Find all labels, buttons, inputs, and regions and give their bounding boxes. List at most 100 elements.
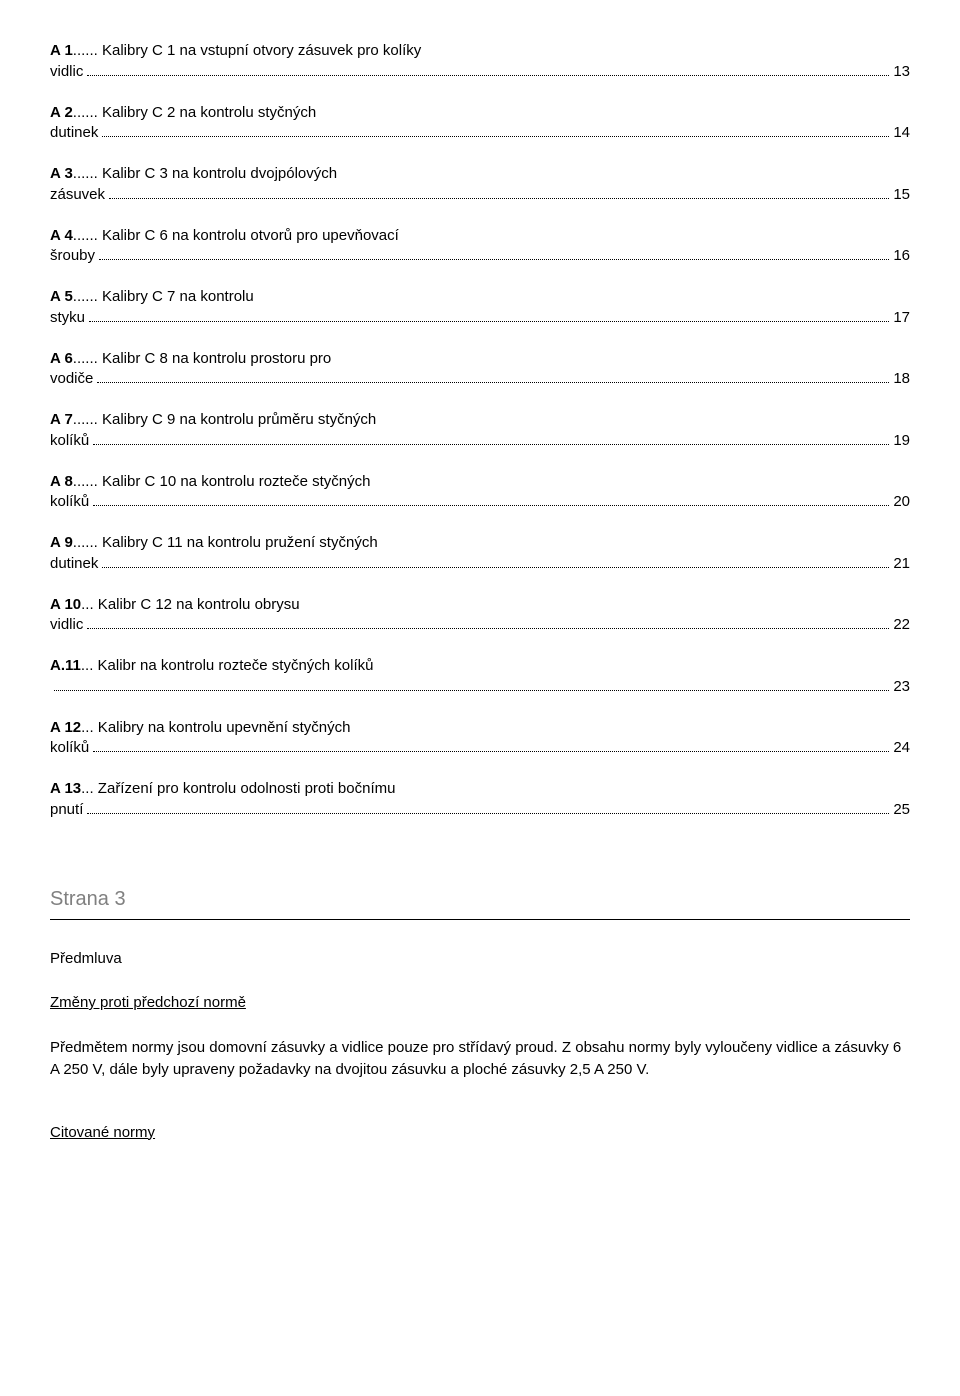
toc-entry-continuation: šrouby [50,247,95,264]
toc-entry-leader-line: pnutí 25 [50,801,910,818]
toc-entry-title: A 4...... Kalibr C 6 na kontrolu otvorů … [50,225,910,248]
toc-entry-text: ...... Kalibry C 9 na kontrolu průměru s… [73,411,376,428]
toc-entry: A 5...... Kalibry C 7 na kontrolustyku 1… [50,286,910,326]
toc-entry-title: A 10... Kalibr C 12 na kontrolu obrysu [50,594,910,617]
toc-entry-title: A 7...... Kalibry C 9 na kontrolu průměr… [50,409,910,432]
toc-entry-leader-line: 23 [50,678,910,695]
toc-entry-page: 16 [893,247,910,264]
toc-leader-dots [99,247,889,260]
toc-entry-continuation: styku [50,309,85,326]
toc-leader-dots [87,616,889,629]
toc-entry-label: A 8 [50,473,73,490]
toc-entry-label: A.11 [50,657,81,674]
toc-entry-continuation: zásuvek [50,186,105,203]
toc-leader-dots [102,555,889,568]
toc-entry-continuation: kolíků [50,493,89,510]
toc-entry-text: ... Kalibr na kontrolu rozteče styčných … [81,657,374,674]
toc-entry-continuation: kolíků [50,432,89,449]
toc-entry-continuation: kolíků [50,739,89,756]
toc-leader-dots [109,186,889,199]
toc-entry-text: ...... Kalibr C 6 na kontrolu otvorů pro… [73,227,399,244]
table-of-contents: A 1...... Kalibry C 1 na vstupní otvory … [50,40,910,818]
toc-entry-title: A 2...... Kalibry C 2 na kontrolu styčný… [50,102,910,125]
toc-entry-label: A 12 [50,719,81,736]
toc-entry-label: A 4 [50,227,73,244]
toc-entry-leader-line: kolíků 19 [50,432,910,449]
toc-entry-page: 20 [893,493,910,510]
toc-entry: A 6...... Kalibr C 8 na kontrolu prostor… [50,348,910,388]
toc-entry-continuation: vidlic [50,63,83,80]
toc-entry-title: A.11... Kalibr na kontrolu rozteče styčn… [50,655,910,678]
toc-leader-dots [87,63,889,76]
toc-entry-title: A 9...... Kalibry C 11 na kontrolu pruže… [50,532,910,555]
toc-entry-label: A 10 [50,596,81,613]
toc-entry-text: ... Kalibr C 12 na kontrolu obrysu [81,596,299,613]
toc-entry-continuation: dutinek [50,555,98,572]
paragraph-zmeny-body: Předmětem normy jsou domovní zásuvky a v… [50,1037,910,1082]
toc-entry: A 2...... Kalibry C 2 na kontrolu styčný… [50,102,910,142]
toc-entry-label: A 9 [50,534,73,551]
toc-entry-leader-line: dutinek 21 [50,555,910,572]
toc-entry-leader-line: zásuvek 15 [50,186,910,203]
toc-entry-text: ...... Kalibr C 3 na kontrolu dvojpólový… [73,165,337,182]
toc-entry-label: A 6 [50,350,73,367]
toc-entry-text: ... Zařízení pro kontrolu odolnosti prot… [81,780,395,797]
toc-entry-text: ...... Kalibry C 11 na kontrolu pružení … [73,534,378,551]
toc-entry-continuation: dutinek [50,124,98,141]
toc-entry-leader-line: kolíků 24 [50,739,910,756]
page-label-strana-3: Strana 3 [50,888,910,911]
toc-leader-dots [93,432,889,445]
heading-citovane-normy: Citované normy [50,1122,910,1145]
heading-predmluva: Předmluva [50,948,910,971]
toc-entry: A 9...... Kalibry C 11 na kontrolu pruže… [50,532,910,572]
toc-entry: A 1...... Kalibry C 1 na vstupní otvory … [50,40,910,80]
toc-leader-dots [102,124,889,137]
toc-entry-title: A 3...... Kalibr C 3 na kontrolu dvojpól… [50,163,910,186]
toc-entry-page: 17 [893,309,910,326]
toc-entry-leader-line: vidlic 22 [50,616,910,633]
toc-entry-label: A 7 [50,411,73,428]
toc-entry-page: 21 [893,555,910,572]
toc-leader-dots [93,739,889,752]
toc-entry-page: 14 [893,124,910,141]
toc-entry-title: A 6...... Kalibr C 8 na kontrolu prostor… [50,348,910,371]
toc-entry-continuation: pnutí [50,801,83,818]
toc-entry-text: ...... Kalibry C 2 na kontrolu styčných [73,104,316,121]
toc-entry-continuation: vidlic [50,616,83,633]
toc-entry-leader-line: vidlic 13 [50,63,910,80]
toc-leader-dots [54,678,889,691]
toc-entry: A 8...... Kalibr C 10 na kontrolu rozteč… [50,471,910,511]
toc-entry-page: 23 [893,678,910,695]
toc-entry-page: 25 [893,801,910,818]
toc-entry-text: ...... Kalibry C 1 na vstupní otvory zás… [73,42,421,59]
toc-entry-page: 13 [893,63,910,80]
toc-entry-label: A 13 [50,780,81,797]
toc-leader-dots [89,309,889,322]
toc-entry-title: A 1...... Kalibry C 1 na vstupní otvory … [50,40,910,63]
toc-entry-page: 19 [893,432,910,449]
toc-entry-title: A 12... Kalibry na kontrolu upevnění sty… [50,717,910,740]
toc-entry-label: A 2 [50,104,73,121]
toc-entry-leader-line: vodiče 18 [50,370,910,387]
toc-entry-page: 18 [893,370,910,387]
toc-entry-label: A 5 [50,288,73,305]
toc-entry-leader-line: šrouby 16 [50,247,910,264]
toc-entry: A 7...... Kalibry C 9 na kontrolu průměr… [50,409,910,449]
toc-entry-leader-line: styku 17 [50,309,910,326]
toc-entry: A 4...... Kalibr C 6 na kontrolu otvorů … [50,225,910,265]
section-divider [50,919,910,920]
toc-entry-continuation: vodiče [50,370,93,387]
heading-zmeny: Změny proti předchozí normě [50,992,910,1015]
toc-entry-text: ... Kalibry na kontrolu upevnění styčnýc… [81,719,350,736]
toc-entry-page: 15 [893,186,910,203]
toc-entry: A 10... Kalibr C 12 na kontrolu obrysuvi… [50,594,910,634]
toc-entry: A 3...... Kalibr C 3 na kontrolu dvojpól… [50,163,910,203]
toc-entry-page: 22 [893,616,910,633]
heading-zmeny-text: Změny proti předchozí normě [50,994,246,1011]
toc-entry-title: A 5...... Kalibry C 7 na kontrolu [50,286,910,309]
toc-entry-label: A 3 [50,165,73,182]
toc-entry-title: A 8...... Kalibr C 10 na kontrolu rozteč… [50,471,910,494]
toc-entry: A 12... Kalibry na kontrolu upevnění sty… [50,717,910,757]
toc-entry-page: 24 [893,739,910,756]
toc-entry-leader-line: dutinek 14 [50,124,910,141]
